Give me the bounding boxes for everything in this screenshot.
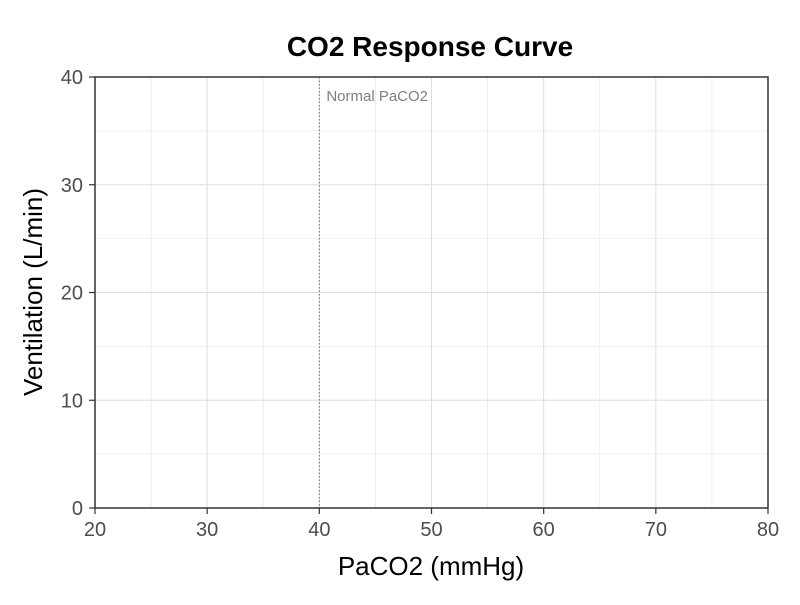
reference-line-label: Normal PaCO2: [326, 88, 428, 105]
x-tick-label: 20: [84, 519, 106, 541]
y-tick-label: 40: [61, 67, 83, 89]
y-tick-label: 20: [61, 283, 83, 305]
x-tick-label: 80: [757, 519, 779, 541]
x-tick-label: 50: [420, 519, 442, 541]
x-tick-label: 60: [533, 519, 555, 541]
y-tick-label: 10: [61, 390, 83, 412]
y-tick-label: 0: [72, 498, 83, 520]
y-tick-label: 30: [61, 175, 83, 197]
x-tick-label: 40: [308, 519, 330, 541]
x-tick-label: 30: [196, 519, 218, 541]
y-axis-ticks: 0 10 20 30 40: [61, 67, 95, 520]
x-tick-label: 70: [645, 519, 667, 541]
x-axis-title: PaCO2 (mmHg): [338, 551, 524, 581]
y-axis-title: Ventilation (L/min): [18, 188, 48, 396]
x-axis-ticks: 20 30 40 50 60 70 80: [84, 508, 779, 541]
chart-title: CO2 Response Curve: [287, 31, 573, 62]
annotation-layer: Normal PaCO2: [318, 77, 428, 508]
